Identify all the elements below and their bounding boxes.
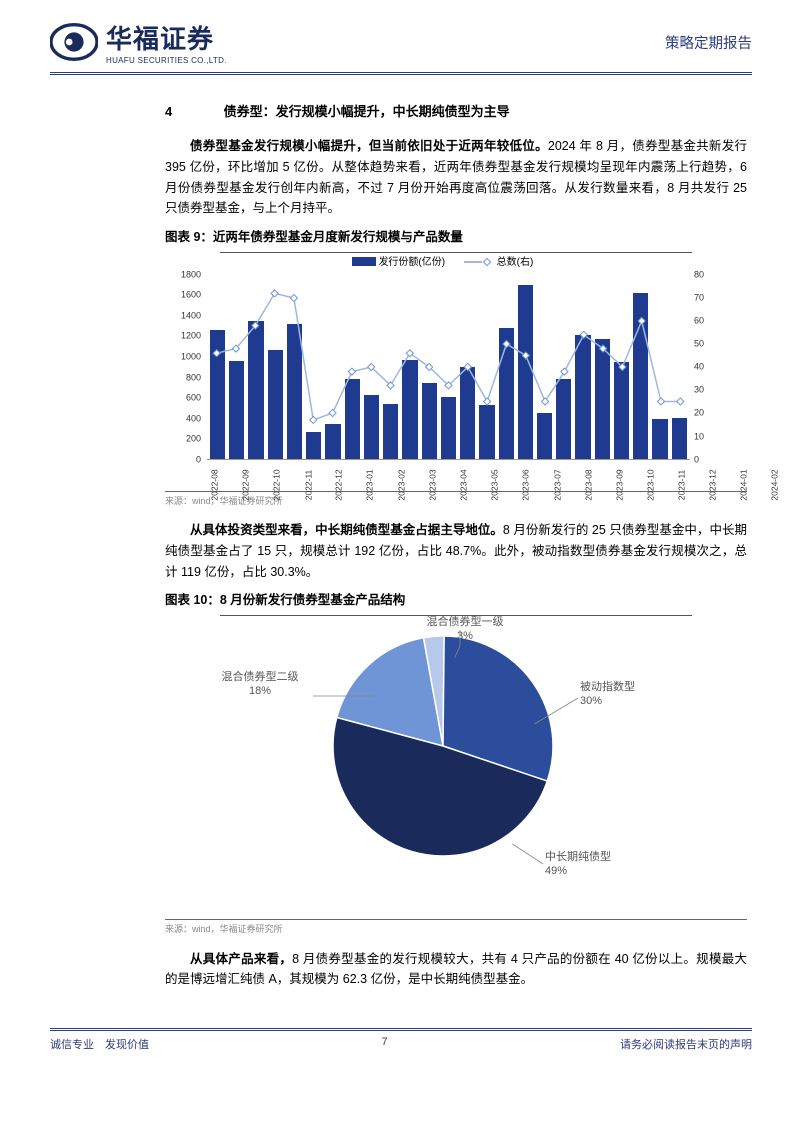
pie-lab-long: 中长期纯债型49% [545, 851, 655, 879]
chart10-source: 来源：wind，华福证券研究所 [165, 922, 747, 937]
line-swatch [464, 261, 482, 263]
pie-lab-passive: 被动指数型30% [580, 681, 680, 709]
chart9-legend: 发行份额(亿份) 总数(右) [165, 255, 720, 272]
y-axis-left: 020040060080010001200140016001800 [165, 275, 205, 460]
line-overlay [207, 275, 690, 459]
section-num: 4 [165, 101, 220, 122]
hf-logo-icon [50, 18, 98, 66]
paragraph-2: 从具体投资类型来看，中长期纯债型基金占据主导地位。8 月份新发行的 25 只债券… [165, 520, 747, 582]
logo-en: HUAFU SECURITIES CO.,LTD. [106, 56, 227, 65]
chart9: 发行份额(亿份) 总数(右) 0200400600800100012001400… [165, 253, 747, 492]
p3-lead: 从具体产品来看， [190, 952, 292, 966]
chart9-title: 图表 9：近两年债券型基金月度新发行规模与产品数量 [165, 227, 747, 248]
pie-lab-mix2: 混合债券型二级18% [205, 671, 315, 699]
section-title: 债券型：发行规模小幅提升，中长期纯债型为主导 [224, 104, 510, 119]
footer-page: 7 [381, 1036, 387, 1052]
pie-lab-mix1: 混合债券型一级3% [410, 616, 520, 644]
divider [50, 72, 752, 73]
chart10-title: 图表 10：8 月份新发行债券型基金产品结构 [165, 590, 747, 611]
report-type: 策略定期报告 [665, 32, 752, 53]
p2-lead: 从具体投资类型来看，中长期纯债型基金占据主导地位。 [190, 523, 503, 537]
paragraph-1: 债券型基金发行规模小幅提升，但当前依旧处于近两年较低位。2024 年 8 月，债… [165, 136, 747, 219]
footer-left: 诚信专业 发现价值 [50, 1036, 149, 1052]
logo: 华福证券 HUAFU SECURITIES CO.,LTD. [50, 18, 227, 66]
legend-line-label: 总数(右) [497, 257, 534, 268]
plot-area [207, 275, 690, 460]
p1-lead: 债券型基金发行规模小幅提升，但当前依旧处于近两年较低位。 [190, 139, 548, 153]
footer: 诚信专业 发现价值 7 请务必阅读报告末页的声明 [0, 1022, 802, 1052]
logo-cn: 华福证券 [106, 19, 227, 56]
footer-right: 请务必阅读报告末页的声明 [620, 1036, 752, 1052]
legend-bar-label: 发行份额(亿份) [378, 257, 445, 268]
paragraph-3: 从具体产品来看，8 月债券型基金的发行规模较大，共有 4 只产品的份额在 40 … [165, 949, 747, 990]
x-axis: 2022-082022-092022-102022-112022-122023-… [207, 460, 690, 488]
chart10: 混合债券型二级18% 混合债券型一级3% 被动指数型30% 中长期纯债型49% [165, 616, 747, 920]
page-header: 华福证券 HUAFU SECURITIES CO.,LTD. 策略定期报告 [0, 0, 802, 70]
bar-swatch [352, 257, 376, 266]
y-axis-right: 01020304050607080 [692, 275, 720, 460]
dot-swatch [483, 258, 491, 266]
section-heading: 4 债券型：发行规模小幅提升，中长期纯债型为主导 [165, 101, 747, 122]
pie-chart [313, 616, 573, 876]
